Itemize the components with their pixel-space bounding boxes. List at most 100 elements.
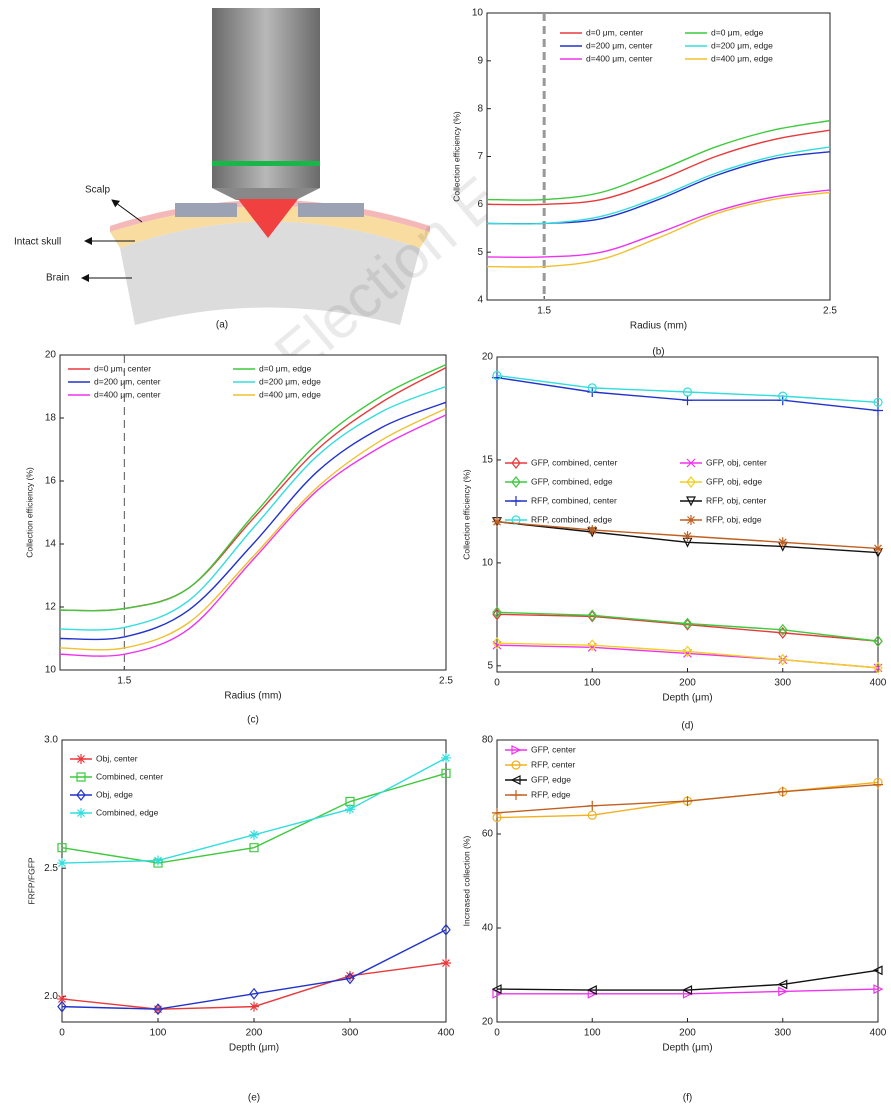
y-tick-label: 10 xyxy=(482,558,494,569)
marker xyxy=(57,843,67,853)
marker xyxy=(249,843,259,853)
x-tick-label: 400 xyxy=(870,678,887,689)
legend-label: GFP, obj, edge xyxy=(706,476,762,486)
marker xyxy=(873,779,883,790)
y-tick-label: 20 xyxy=(482,352,494,363)
diagram: Scalp Intact skull Brain (a) xyxy=(14,8,430,331)
marker xyxy=(587,524,598,535)
marker xyxy=(682,395,693,406)
x-tick-label: 200 xyxy=(246,1028,263,1039)
plot-frame xyxy=(59,354,447,671)
y-tick-label: 18 xyxy=(45,413,57,424)
y-tick-label: 8 xyxy=(477,103,483,114)
marker xyxy=(872,965,883,976)
legend-label: GFP, obj, center xyxy=(706,457,767,467)
marker xyxy=(153,855,163,866)
y-tick-label: 20 xyxy=(45,350,57,361)
marker xyxy=(777,537,788,548)
marker xyxy=(510,775,521,785)
legend-label: RFP, obj, center xyxy=(706,495,766,505)
x-tick-label: 100 xyxy=(150,1028,167,1039)
marker xyxy=(587,810,597,820)
series-line xyxy=(497,988,879,995)
series-line xyxy=(486,146,831,225)
marker xyxy=(873,543,883,554)
x-tick-label: 200 xyxy=(679,678,696,689)
marker xyxy=(778,986,789,997)
legend-label: RFP, edge xyxy=(531,789,571,799)
series-line xyxy=(59,407,447,651)
marker xyxy=(511,457,521,469)
marker xyxy=(441,923,451,936)
marker xyxy=(873,405,883,416)
caption: (c) xyxy=(247,715,259,726)
legend-label: Obj, center xyxy=(96,753,138,763)
marker xyxy=(682,387,693,397)
x-axis-label: Depth (μm) xyxy=(662,1043,712,1054)
marker xyxy=(153,1003,163,1016)
marker xyxy=(511,745,522,755)
objective-tip xyxy=(212,188,320,200)
marker xyxy=(345,972,355,985)
series-line xyxy=(486,191,831,268)
marker xyxy=(511,760,521,770)
x-tick-label: 2.5 xyxy=(823,306,837,317)
legend-label: GFP, combined, center xyxy=(531,457,617,467)
legend-label: Obj, edge xyxy=(96,789,133,799)
y-tick-label: 10 xyxy=(472,8,484,19)
y-axis-label: Collection efficiency (%) xyxy=(24,467,34,558)
marker xyxy=(686,515,696,525)
marker xyxy=(873,397,883,407)
legend-label: d=0 μm, edge xyxy=(711,27,764,37)
marker xyxy=(249,987,259,1000)
marker xyxy=(778,391,788,401)
y-tick-label: 12 xyxy=(45,602,57,613)
laser-cone xyxy=(238,199,298,238)
plot-frame xyxy=(496,739,879,1023)
arrow xyxy=(111,199,143,223)
legend-label: Combined, center xyxy=(96,771,163,781)
legend-label: RFP, center xyxy=(531,759,575,769)
marker xyxy=(441,958,451,969)
filter xyxy=(212,161,320,166)
y-tick-label: 3.0 xyxy=(44,735,58,746)
marker xyxy=(682,985,693,996)
legend-label: d=400 μm, center xyxy=(586,53,653,63)
plate xyxy=(298,203,364,217)
y-tick-label: 7 xyxy=(477,151,483,162)
marker xyxy=(492,988,503,999)
marker xyxy=(57,993,67,1004)
plate xyxy=(175,203,237,217)
y-axis-label: Collection efficiency (%) xyxy=(451,111,461,202)
marker xyxy=(682,617,693,630)
marker xyxy=(57,1000,67,1013)
marker xyxy=(491,984,502,995)
marker xyxy=(441,752,451,763)
x-axis-label: Radius (mm) xyxy=(224,691,281,702)
x-tick-label: 400 xyxy=(438,1028,455,1039)
series-line xyxy=(61,929,447,1010)
marker xyxy=(492,516,502,527)
y-tick-label: 2.5 xyxy=(44,863,58,874)
marker xyxy=(587,383,597,393)
legend-label: d=200 μm, edge xyxy=(259,376,321,386)
y-tick-label: 6 xyxy=(477,199,483,210)
caption: (f) xyxy=(683,1093,692,1104)
legend-label: GFP, edge xyxy=(531,774,571,784)
legend-label: d=200 μm, center xyxy=(586,40,653,50)
y-tick-label: 4 xyxy=(477,295,483,306)
x-tick-label: 0 xyxy=(494,678,500,689)
objective xyxy=(212,8,320,188)
plot-frame xyxy=(61,739,447,1023)
series-line xyxy=(59,363,447,612)
marker xyxy=(492,807,502,818)
marker xyxy=(492,370,502,381)
series-line xyxy=(59,385,447,631)
marker xyxy=(777,653,788,666)
marker xyxy=(587,639,598,652)
marker xyxy=(686,458,696,468)
legend-label: d=400 μm, edge xyxy=(259,389,321,399)
y-tick-label: 10 xyxy=(45,665,57,676)
marker xyxy=(777,979,788,990)
y-tick-label: 80 xyxy=(482,735,494,746)
